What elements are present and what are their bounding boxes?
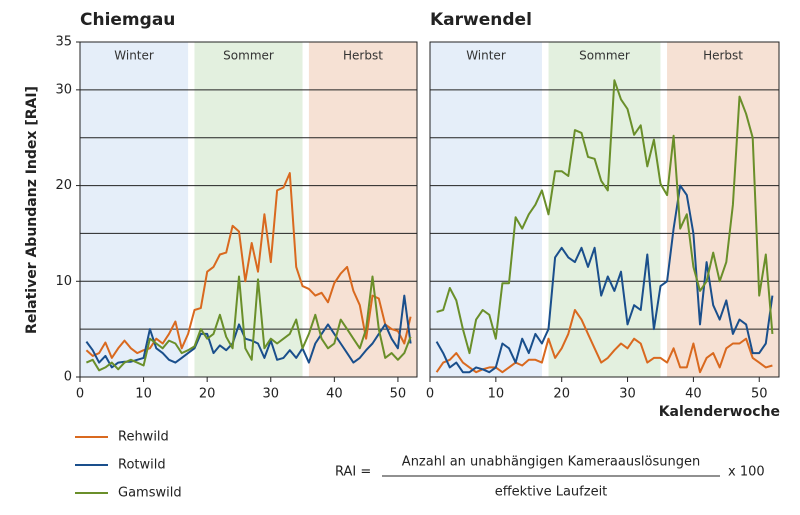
y-tick-label: 30 [55, 82, 72, 97]
season-label: Herbst [703, 49, 743, 63]
x-tick-label: 20 [199, 387, 216, 402]
x-tick-label: 10 [488, 387, 505, 402]
x-tick-label: 20 [553, 387, 570, 402]
x-tick-label: 50 [751, 387, 768, 402]
season-band [548, 42, 661, 377]
series-line: Rotwild [85, 294, 412, 369]
y-tick-label: 35 [55, 35, 72, 50]
y-tick-label: 10 [55, 274, 72, 289]
x-tick-label: 30 [619, 387, 636, 402]
season-band [667, 42, 779, 377]
formula-numerator: Anzahl an unabhängigen Kameraauslösungen [402, 455, 700, 470]
series-line: Rehwild [85, 172, 412, 359]
x-tick-label: 50 [390, 387, 407, 402]
legend-label: Rotwild [118, 458, 166, 473]
x-tick-label: 40 [685, 387, 702, 402]
panel-title: Karwendel [430, 10, 532, 30]
series-line: Rotwild [435, 184, 774, 374]
season-label: Herbst [343, 49, 383, 63]
panel-title: Chiemgau [80, 10, 175, 30]
y-tick-label: 0 [64, 370, 72, 385]
y-axis-title: Relativer Abundanz Index [RAI] [24, 86, 40, 334]
legend-label: Gamswild [118, 486, 182, 501]
formula-factor: x 100 [728, 465, 765, 480]
season-label: Winter [114, 49, 154, 63]
x-tick-label: 30 [262, 387, 279, 402]
series-line: Rehwild [435, 309, 773, 374]
x-tick-label: 10 [135, 387, 152, 402]
legend-label: Rehwild [118, 430, 169, 445]
season-label: Sommer [579, 49, 630, 63]
series-line: Gamswild [85, 275, 412, 372]
formula-lhs: RAI = [335, 465, 371, 480]
season-label: Winter [466, 49, 506, 63]
x-tick-label: 40 [326, 387, 343, 402]
series-line: Gamswild [436, 79, 774, 355]
x-tick-label: 0 [76, 387, 84, 402]
x-axis-title: Kalenderwoche [659, 404, 780, 420]
plot-frame [79, 41, 418, 378]
x-tick-label: 0 [426, 387, 434, 402]
season-label: Sommer [223, 49, 274, 63]
season-band [194, 42, 303, 377]
plot-frame [429, 41, 780, 378]
season-band [430, 42, 542, 377]
formula-denominator: effektive Laufzeit [495, 485, 608, 500]
season-band [80, 42, 189, 377]
y-tick-label: 20 [55, 178, 72, 193]
